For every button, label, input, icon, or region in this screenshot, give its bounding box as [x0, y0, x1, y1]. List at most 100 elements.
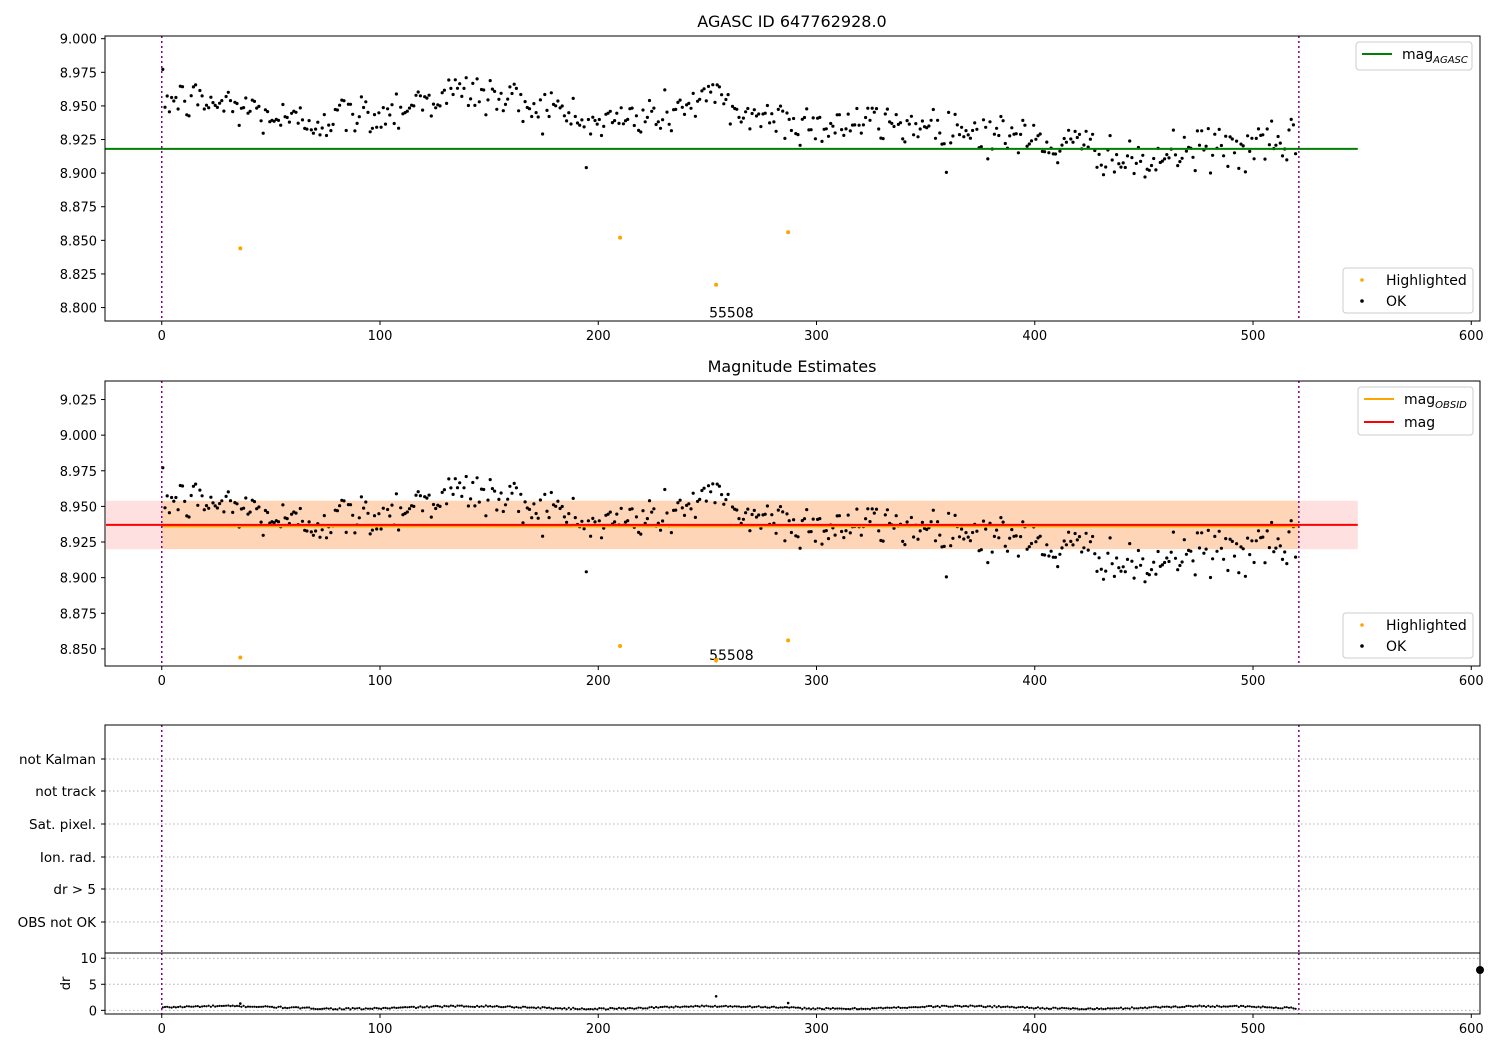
- x-tick-label: 600: [1459, 329, 1484, 344]
- dr-point: [1290, 1006, 1293, 1009]
- ok-point: [776, 508, 780, 512]
- dr-point: [1285, 1006, 1288, 1009]
- ok-point: [1226, 568, 1230, 573]
- dr-point: [1139, 1006, 1142, 1009]
- ok-point: [641, 108, 645, 112]
- dr-point: [1124, 1007, 1127, 1010]
- y-tick-label: 9.000: [60, 429, 97, 444]
- dr-point: [803, 1006, 806, 1009]
- ok-point: [194, 83, 198, 87]
- ok-point: [335, 509, 339, 513]
- ok-point: [1019, 132, 1023, 136]
- dr-point: [864, 1007, 867, 1011]
- ok-point: [584, 570, 588, 574]
- dr-point: [574, 1007, 577, 1011]
- ok-point: [920, 520, 925, 525]
- ok-point: [768, 121, 772, 125]
- dr-point: [834, 1007, 837, 1010]
- ok-point: [228, 499, 233, 503]
- ok-point: [647, 499, 652, 503]
- ok-point: [386, 507, 390, 512]
- ok-point: [506, 97, 510, 101]
- dr-point: [286, 1007, 289, 1010]
- ok-point: [1038, 132, 1042, 136]
- ok-point: [717, 484, 722, 488]
- dr-point: [718, 1005, 721, 1008]
- dr-point: [901, 1006, 904, 1009]
- dr-point: [1261, 1005, 1264, 1008]
- ok-point: [1294, 555, 1298, 559]
- ok-point: [1197, 143, 1202, 147]
- ok-point: [541, 132, 545, 136]
- dr-point: [810, 1008, 813, 1011]
- ok-point: [953, 112, 957, 116]
- dr-point: [214, 1005, 217, 1008]
- ok-point: [1176, 568, 1180, 572]
- panel-title: AGASC ID 647762928.0: [697, 12, 886, 31]
- ok-point: [407, 507, 412, 511]
- dr-point: [700, 1004, 704, 1007]
- ok-point: [290, 111, 294, 115]
- dr-point: [244, 1006, 247, 1009]
- ok-point: [490, 87, 494, 91]
- ok-point: [1182, 538, 1186, 542]
- ok-point: [499, 91, 503, 95]
- ok-point: [565, 520, 569, 524]
- dr-point: [1270, 1006, 1273, 1009]
- x-tick-label: 500: [1241, 329, 1266, 344]
- dr-point: [1047, 1007, 1050, 1011]
- ok-point: [1149, 163, 1154, 168]
- dr-point: [1036, 1006, 1040, 1009]
- ok-point: [626, 117, 630, 121]
- dr-point: [757, 1005, 760, 1008]
- ok-point: [425, 96, 429, 100]
- dr-point: [685, 1005, 688, 1008]
- ok-point: [663, 88, 667, 92]
- ok-point: [495, 508, 499, 512]
- ok-point: [503, 102, 508, 106]
- ok-point: [558, 106, 562, 110]
- ok-point: [584, 166, 588, 170]
- ok-point: [726, 492, 730, 496]
- dr-point: [731, 1005, 734, 1008]
- panel-title: Magnitude Estimates: [708, 357, 877, 376]
- ok-point: [257, 104, 261, 108]
- ok-point: [1001, 520, 1005, 524]
- legend-point-swatch: [1360, 644, 1364, 648]
- dr-point: [471, 1005, 474, 1008]
- dr-point: [421, 1006, 424, 1009]
- ok-point: [1080, 550, 1084, 554]
- ok-point: [1115, 153, 1119, 157]
- ok-point: [995, 528, 999, 532]
- ok-point: [1008, 536, 1012, 540]
- ok-point: [824, 529, 828, 533]
- ok-point: [453, 78, 457, 82]
- dr-point: [932, 1006, 935, 1009]
- ok-point: [615, 512, 619, 516]
- dr-point: [1091, 1008, 1094, 1011]
- dr-point: [1268, 1006, 1271, 1009]
- ok-point: [414, 493, 418, 497]
- ok-point: [431, 502, 436, 507]
- ok-point: [730, 104, 735, 108]
- ok-point: [530, 516, 534, 520]
- dr-point: [218, 1004, 221, 1008]
- ok-point: [399, 506, 403, 510]
- ok-point: [691, 491, 695, 495]
- dr-point: [207, 1004, 210, 1007]
- dr-point: [163, 1005, 167, 1009]
- ok-point: [488, 478, 492, 482]
- dr-point: [462, 1005, 466, 1008]
- ok-point: [770, 112, 774, 116]
- ok-point: [429, 114, 433, 118]
- ok-point: [482, 88, 486, 92]
- dr-point: [489, 1005, 492, 1008]
- ok-point: [1060, 546, 1064, 550]
- ok-point: [997, 133, 1001, 138]
- ok-point: [818, 115, 822, 119]
- ok-point: [421, 509, 425, 513]
- dr-point: [469, 1005, 472, 1008]
- ok-point: [176, 107, 180, 111]
- ok-point: [519, 92, 523, 97]
- x-tick-label: 600: [1459, 1022, 1484, 1037]
